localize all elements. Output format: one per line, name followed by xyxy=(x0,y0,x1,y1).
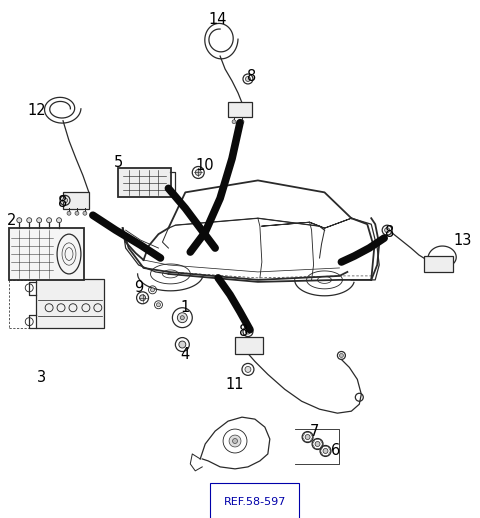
Circle shape xyxy=(315,441,320,447)
Circle shape xyxy=(180,315,184,320)
Circle shape xyxy=(17,218,22,223)
Circle shape xyxy=(179,341,186,348)
Circle shape xyxy=(36,218,42,223)
Circle shape xyxy=(232,120,236,124)
Text: 4: 4 xyxy=(180,347,190,362)
Circle shape xyxy=(156,303,160,307)
Circle shape xyxy=(195,169,201,176)
Text: 10: 10 xyxy=(196,158,215,173)
Circle shape xyxy=(232,439,238,443)
Circle shape xyxy=(229,435,241,447)
FancyBboxPatch shape xyxy=(424,255,453,272)
Circle shape xyxy=(245,366,251,372)
Text: 8: 8 xyxy=(247,69,256,84)
Circle shape xyxy=(240,120,244,124)
Text: 3: 3 xyxy=(36,370,46,385)
Text: 11: 11 xyxy=(226,377,244,392)
Circle shape xyxy=(151,288,155,292)
Circle shape xyxy=(384,228,390,233)
FancyBboxPatch shape xyxy=(235,337,264,354)
Text: 12: 12 xyxy=(28,103,47,118)
Circle shape xyxy=(57,218,61,223)
Text: 8: 8 xyxy=(59,195,68,210)
Text: 1: 1 xyxy=(180,300,190,315)
Circle shape xyxy=(305,435,310,440)
FancyBboxPatch shape xyxy=(62,192,89,209)
FancyBboxPatch shape xyxy=(228,103,252,117)
Text: 7: 7 xyxy=(310,424,319,439)
FancyBboxPatch shape xyxy=(9,228,84,280)
Circle shape xyxy=(339,353,343,357)
FancyBboxPatch shape xyxy=(36,279,104,328)
FancyBboxPatch shape xyxy=(118,168,171,197)
Circle shape xyxy=(75,211,79,215)
Circle shape xyxy=(323,449,328,453)
Circle shape xyxy=(245,329,251,334)
Text: 13: 13 xyxy=(454,233,472,248)
Circle shape xyxy=(67,211,71,215)
Text: 2: 2 xyxy=(7,213,16,228)
Circle shape xyxy=(27,218,32,223)
Text: 6: 6 xyxy=(331,443,340,458)
Circle shape xyxy=(178,313,187,323)
Circle shape xyxy=(245,77,251,81)
Circle shape xyxy=(83,211,87,215)
Text: 9: 9 xyxy=(134,280,143,295)
Circle shape xyxy=(140,295,145,301)
Text: 8: 8 xyxy=(240,324,249,339)
Text: 5: 5 xyxy=(114,155,123,170)
Text: 14: 14 xyxy=(209,12,228,27)
Text: REF.58-597: REF.58-597 xyxy=(224,497,286,507)
Circle shape xyxy=(47,218,51,223)
Text: 8: 8 xyxy=(384,225,394,240)
Circle shape xyxy=(62,198,68,203)
